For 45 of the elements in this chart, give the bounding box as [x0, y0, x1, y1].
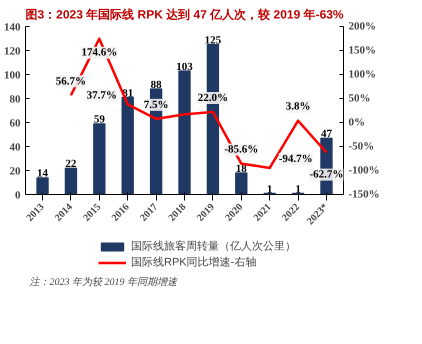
data-label: 22 [65, 158, 77, 170]
y2-tick-label: 0% [348, 116, 365, 128]
data-label: 22.0% [198, 92, 228, 104]
bar [64, 168, 78, 194]
data-label: -94.7% [278, 152, 313, 165]
y-tick-label: 0 [15, 190, 21, 202]
bar [235, 172, 248, 194]
data-label: 125 [204, 34, 222, 46]
y-tick-label: 120 [4, 46, 21, 58]
y-tick-label: 20 [10, 166, 21, 178]
bar [93, 123, 106, 194]
legend-label: 国际线旅客周转量（亿人次公里） [131, 239, 296, 254]
data-label: 37.7% [86, 89, 117, 102]
y-tick-label: 60 [10, 118, 21, 130]
y-tick-label: 140 [4, 22, 21, 34]
data-label: 7.5% [144, 98, 168, 111]
bar [178, 70, 191, 194]
data-label: -62.7% [310, 168, 344, 181]
data-label: 56.7% [56, 75, 86, 88]
legend-label: 国际线RPK同比增速-右轴 [131, 256, 256, 270]
y-tick-label: 100 [4, 70, 21, 82]
data-label: 1 [295, 183, 301, 196]
data-label: 3.8% [286, 100, 310, 113]
data-label: 88 [150, 78, 162, 91]
data-label: 59 [94, 114, 106, 126]
y-tick-label: 40 [10, 142, 21, 154]
y2-tick-label: 100% [348, 68, 376, 80]
data-label: 103 [176, 60, 194, 73]
y2-tick-label: 200% [348, 20, 376, 32]
chart-title: 图3：2023 年国际线 RPK 达到 47 亿人次，较 2019 年-63% [26, 8, 344, 22]
data-label: 18 [236, 162, 248, 175]
y2-tick-label: 150% [348, 44, 376, 56]
y2-tick-label: -50% [348, 140, 374, 152]
data-label: -85.6% [224, 144, 258, 156]
text: 注：2023 年为较 2019 年同期增速 [30, 276, 178, 288]
y-tick-label: 80 [10, 94, 21, 106]
data-label: 47 [320, 128, 332, 140]
data-label: 1 [266, 183, 272, 196]
bar [122, 96, 134, 194]
y2-tick-label: 50% [348, 92, 370, 104]
data-label: 174.6% [81, 46, 118, 59]
y2-tick-label: -150% [348, 188, 380, 200]
data-label: 14 [37, 168, 49, 180]
y2-tick-label: -100% [348, 164, 380, 176]
bar [36, 177, 49, 194]
